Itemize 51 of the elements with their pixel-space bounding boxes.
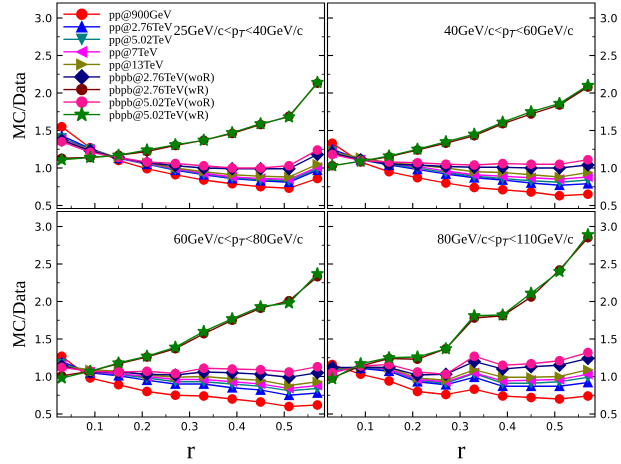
annotation: 80GeV/c<p$_{T}$<110GeV/c — [438, 234, 574, 246]
x-axis-title: r — [187, 446, 195, 458]
y-tick-label: 2.0 — [35, 88, 52, 98]
legend-label: pp@900GeV — [109, 10, 172, 21]
y-tick-label: 2.0 — [35, 297, 52, 306]
y-tick-label: 2.5 — [35, 51, 52, 60]
x-tick-label: 0.1 — [86, 422, 103, 430]
y-tick-label: 0.5 — [600, 410, 617, 418]
legend-label: pp@5.02TeV — [109, 36, 172, 46]
y-tick-label: 0.5 — [600, 201, 617, 210]
x-tick-label: 0.3 — [181, 422, 198, 430]
annotation: 25GeV/c<p$_{T}$<40GeV/c — [174, 26, 303, 38]
x-tick-label: 0.4 — [228, 422, 246, 430]
legend-label: pp@2.76TeV — [109, 23, 172, 34]
y-tick-label: 3.0 — [35, 222, 52, 231]
y-tick-label: 2.5 — [600, 260, 617, 268]
y-axis-title: MC/Data — [13, 72, 26, 139]
y-tick-label: 1.5 — [36, 335, 52, 344]
annotation: 60GeV/c<p$_{T}$<80GeV/c — [174, 234, 303, 246]
x-tick-label: 0.5 — [546, 422, 563, 430]
legend-label: pbpb@2.76TeV(wR) — [109, 85, 208, 96]
x-tick-label: 0.2 — [404, 422, 420, 430]
x-tick-label: 0.3 — [452, 422, 468, 430]
y-tick-label: 2.0 — [600, 88, 617, 98]
x-tick-label: 0.5 — [276, 422, 292, 430]
y-tick-label: 1.5 — [601, 126, 617, 135]
y-tick-label: 0.5 — [35, 410, 52, 418]
y-tick-label: 2.5 — [600, 51, 617, 60]
y-tick-label: 1.0 — [601, 164, 617, 172]
y-tick-label: 1.0 — [601, 372, 617, 381]
annotation: 40GeV/c<p$_{T}$<60GeV/c — [444, 26, 574, 38]
y-tick-label: 1.5 — [36, 126, 52, 135]
y-tick-label: 3.0 — [600, 14, 617, 22]
legend-label: pbpb@2.76TeV(woR) — [109, 72, 214, 84]
y-tick-label: 1.5 — [601, 335, 617, 344]
y-tick-label: 2.5 — [35, 260, 52, 268]
x-tick-label: 0.2 — [134, 422, 150, 430]
legend-label: pp@13TeV — [109, 60, 164, 72]
y-tick-label: 2.0 — [600, 297, 617, 306]
x-tick-label: 0.4 — [499, 422, 516, 430]
y-tick-label: 1.0 — [36, 372, 52, 381]
legend-label: pbpb@5.02TeV(woR) — [109, 98, 214, 109]
x-axis-title: r — [458, 446, 466, 458]
y-tick-label: 3.0 — [600, 222, 617, 231]
y-tick-label: 3.0 — [35, 14, 52, 22]
legend-label: pbpb@5.02TeV(wR) — [109, 110, 208, 122]
legend-label: pp@7TeV — [109, 48, 158, 59]
y-tick-label: 1.0 — [36, 164, 52, 172]
y-axis-title: MC/Data — [13, 280, 26, 348]
y-tick-label: 0.5 — [35, 201, 52, 210]
x-tick-label: 0.1 — [357, 422, 374, 430]
